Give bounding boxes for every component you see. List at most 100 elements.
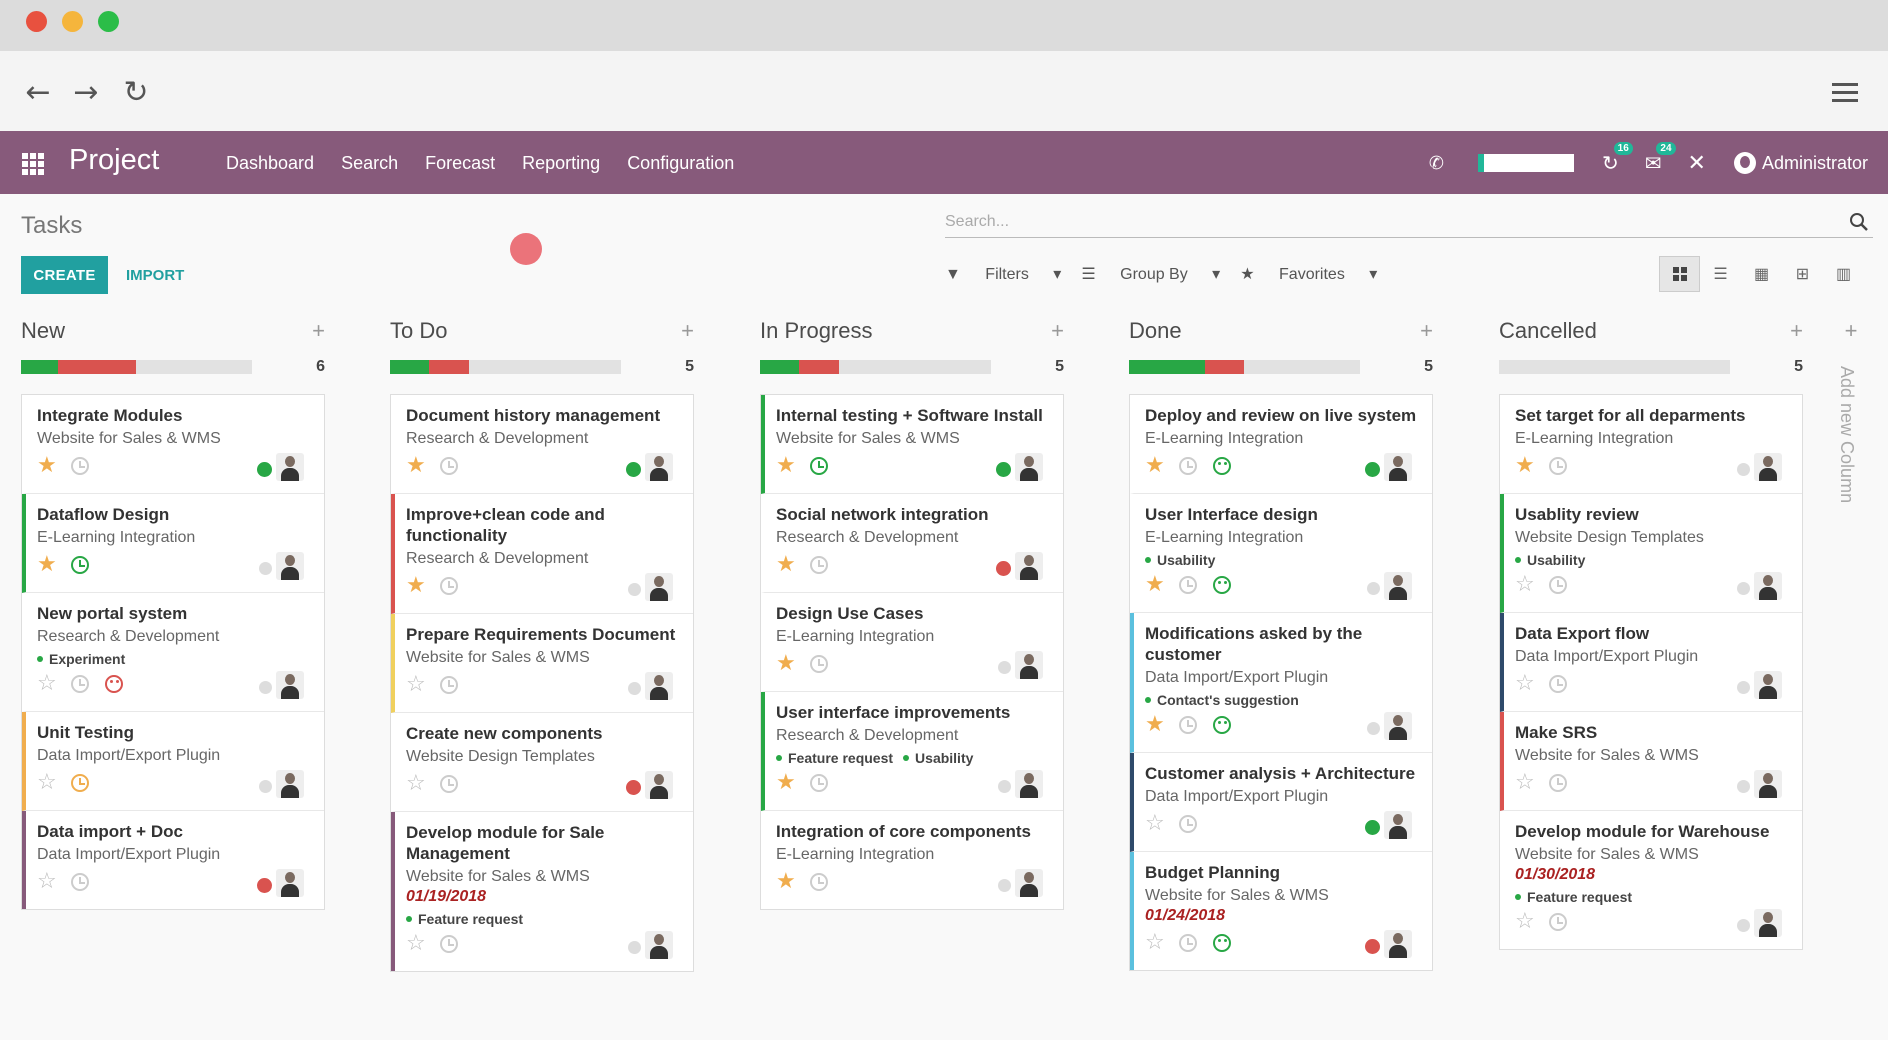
task-card[interactable]: Improve+clean code and functionality Rese… [391, 494, 693, 614]
activity-clock-icon[interactable] [71, 675, 89, 693]
card-title[interactable]: Usablity review [1515, 505, 1639, 524]
card-title[interactable]: Integration of core components [776, 822, 1032, 841]
kanban-state-dot[interactable] [998, 661, 1011, 674]
kanban-state-dot[interactable] [1365, 820, 1380, 835]
assignee-avatar[interactable] [276, 552, 304, 580]
activity-clock-icon[interactable] [1179, 457, 1197, 475]
card-title[interactable]: Develop module for Warehouse [1515, 822, 1770, 841]
activity-clock-icon[interactable] [71, 774, 89, 792]
apps-grid-icon[interactable] [22, 153, 44, 175]
priority-star-icon[interactable]: ★ [406, 453, 426, 478]
menu-forecast[interactable]: Forecast [425, 153, 496, 173]
column-progressbar[interactable]: 5 [1499, 356, 1803, 376]
card-title[interactable]: Integrate Modules [37, 406, 183, 425]
task-card[interactable]: User Interface design E-Learning Integrat… [1130, 494, 1432, 613]
kanban-view-button[interactable] [1659, 256, 1700, 292]
card-title[interactable]: Set target for all deparments [1515, 406, 1746, 425]
activity-clock-icon[interactable] [810, 774, 828, 792]
priority-star-icon[interactable]: ★ [1145, 453, 1165, 478]
assignee-avatar[interactable] [1384, 712, 1412, 740]
task-card[interactable]: Usablity review Website Design Templates U… [1500, 494, 1802, 613]
assignee-avatar[interactable] [645, 931, 673, 959]
card-title[interactable]: Data import + Doc [37, 822, 183, 841]
kanban-state-dot[interactable] [628, 941, 641, 954]
assignee-avatar[interactable] [1015, 869, 1043, 897]
column-title[interactable]: Cancelled [1499, 318, 1597, 343]
activity-clock-icon[interactable] [440, 577, 458, 595]
menu-configuration[interactable]: Configuration [627, 153, 735, 173]
kanban-state-dot[interactable] [996, 561, 1011, 576]
priority-star-icon[interactable]: ★ [1145, 572, 1165, 597]
assignee-avatar[interactable] [1754, 453, 1782, 481]
calendar-view-button[interactable]: ▦ [1741, 256, 1782, 292]
kanban-state-dot[interactable] [257, 878, 272, 893]
activity-clock-icon[interactable] [1549, 774, 1567, 792]
reload-icon[interactable]: ↻ [123, 74, 149, 110]
card-title[interactable]: Deploy and review on live system [1145, 406, 1417, 425]
task-card[interactable]: Develop module for Warehouse Website for … [1500, 811, 1802, 949]
task-card[interactable]: Unit Testing Data Import/Export Plugin ☆ [22, 712, 324, 811]
column-progressbar[interactable]: 5 [390, 356, 694, 376]
column-title[interactable]: To Do [390, 318, 448, 343]
progress-bar[interactable] [390, 360, 621, 374]
progress-red-segment[interactable] [799, 360, 839, 374]
priority-star-icon[interactable]: ★ [776, 651, 796, 676]
priority-star-icon[interactable]: ☆ [37, 671, 57, 696]
progress-bar[interactable] [21, 360, 252, 374]
assignee-avatar[interactable] [276, 453, 304, 481]
arrow-right-icon[interactable]: → [73, 74, 99, 110]
priority-star-icon[interactable]: ★ [406, 573, 426, 598]
activity-icon[interactable]: ↻ 16 [1602, 142, 1633, 175]
add-column-label[interactable]: Add new Column [1837, 366, 1857, 504]
create-button[interactable]: CREATE [21, 256, 108, 294]
activity-clock-icon[interactable] [440, 775, 458, 793]
hamburger-icon[interactable] [1832, 83, 1858, 103]
progress-widget[interactable] [1478, 154, 1574, 172]
task-card[interactable]: Data Export flow Data Import/Export Plugi… [1500, 613, 1802, 712]
card-title[interactable]: Unit Testing [37, 723, 134, 742]
add-column[interactable]: + Add new Column [1836, 318, 1866, 503]
card-title[interactable]: Document history management [406, 406, 661, 425]
priority-star-icon[interactable]: ☆ [406, 931, 426, 956]
quick-create-plus-icon[interactable]: + [1790, 318, 1803, 343]
activity-clock-icon[interactable] [1179, 934, 1197, 952]
menu-search[interactable]: Search [341, 153, 399, 173]
kanban-state-dot[interactable] [626, 780, 641, 795]
kanban-state-dot[interactable] [1737, 919, 1750, 932]
quick-create-plus-icon[interactable]: + [1051, 318, 1064, 343]
priority-star-icon[interactable]: ☆ [1515, 572, 1535, 597]
assignee-avatar[interactable] [276, 869, 304, 897]
priority-star-icon[interactable]: ☆ [1515, 770, 1535, 795]
priority-star-icon[interactable]: ★ [37, 552, 57, 577]
assignee-avatar[interactable] [1015, 651, 1043, 679]
activity-clock-icon[interactable] [810, 655, 828, 673]
card-title[interactable]: Prepare Requirements Document [406, 625, 676, 644]
activity-clock-icon[interactable] [440, 935, 458, 953]
task-card[interactable]: Prepare Requirements Document Website for… [391, 614, 693, 713]
column-progressbar[interactable]: 5 [1129, 356, 1433, 376]
card-title[interactable]: Improve+clean code and functionality [406, 505, 605, 545]
assignee-avatar[interactable] [1015, 552, 1043, 580]
assignee-avatar[interactable] [645, 771, 673, 799]
card-title[interactable]: Social network integration [776, 505, 989, 524]
task-card[interactable]: Budget Planning Website for Sales & WMS 01… [1130, 852, 1432, 970]
progress-green-segment[interactable] [390, 360, 430, 374]
user-name[interactable]: Administrator [1761, 152, 1868, 173]
menu-reporting[interactable]: Reporting [522, 153, 601, 173]
search-input[interactable] [945, 208, 1825, 236]
task-card[interactable]: Set target for all deparments E-Learning … [1500, 395, 1802, 494]
progress-green-segment[interactable] [760, 360, 800, 374]
tools-icon[interactable]: ✕ [1687, 150, 1706, 176]
card-title[interactable]: Dataflow Design [37, 505, 170, 524]
priority-star-icon[interactable]: ★ [1145, 712, 1165, 737]
column-progressbar[interactable]: 5 [760, 356, 1064, 376]
kanban-state-dot[interactable] [1737, 780, 1750, 793]
activity-clock-icon[interactable] [810, 873, 828, 891]
assignee-avatar[interactable] [1754, 770, 1782, 798]
minimize-window-button[interactable] [62, 11, 83, 32]
card-title[interactable]: Data Export flow [1515, 624, 1650, 643]
assignee-avatar[interactable] [1754, 909, 1782, 937]
kanban-state-dot[interactable] [259, 562, 272, 575]
assignee-avatar[interactable] [1384, 453, 1412, 481]
column-title[interactable]: New [21, 318, 66, 343]
